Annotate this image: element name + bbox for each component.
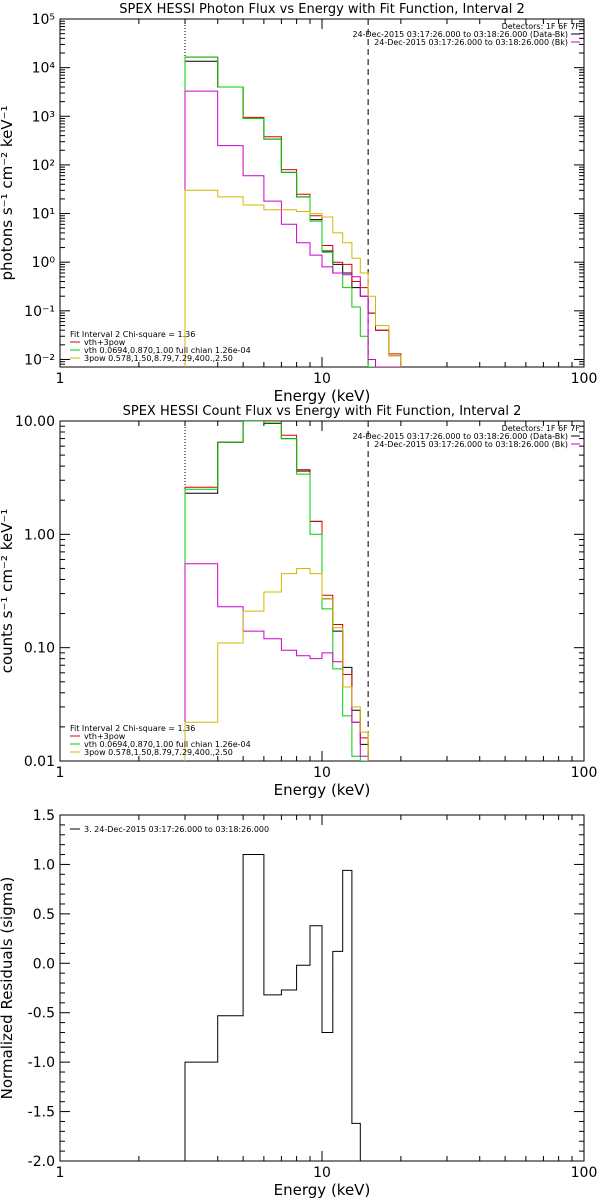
y-tick-label: 10²: [32, 158, 55, 174]
y-tick-label: 1.00: [24, 527, 55, 543]
legend-entry: vth+3pow: [84, 338, 126, 347]
y-tick-label: 1.0: [33, 857, 55, 873]
legend-entry: 24-Dec-2015 03:17:26.000 to 03:18:26.000…: [374, 38, 568, 47]
series-line-1: [184, 421, 369, 761]
series-line-1: [184, 854, 361, 1161]
x-tick-label: 100: [571, 371, 598, 387]
x-axis-label: Energy (keV): [274, 781, 371, 799]
y-tick-label: 10⁰: [32, 255, 56, 271]
x-axis-label: Energy (keV): [274, 387, 371, 405]
series-group: [184, 854, 361, 1161]
x-tick-label: 100: [571, 1165, 598, 1181]
series-line-4: [184, 90, 402, 367]
y-tick-label: 10⁻²: [24, 352, 55, 368]
series-group: [184, 421, 369, 761]
legend-entry: vth+3pow: [84, 732, 126, 741]
chart-title: SPEX HESSI Count Flux vs Energy with Fit…: [123, 404, 522, 419]
y-tick-label: 0.5: [33, 907, 55, 923]
series-line-4: [184, 563, 369, 761]
x-tick-label: 10: [313, 371, 331, 387]
legend-entry: vth 0.0694,0.870,1.00 full chian 1.26e-0…: [84, 740, 251, 749]
legend-entry: 24-Dec-2015 03:17:26.000 to 03:18:26.000…: [352, 30, 568, 39]
x-tick-label: 1: [56, 1165, 65, 1181]
y-tick-label: 10⁴: [32, 61, 56, 77]
y-tick-label: 0.01: [24, 754, 55, 770]
y-tick-label: 10⁻¹: [24, 304, 55, 320]
y-axis-label: Normalized Residuals (sigma): [0, 877, 16, 1100]
legend-entry: Detectors: 1F 6F 7F: [502, 22, 581, 31]
x-axis-label: Energy (keV): [274, 1181, 371, 1199]
legend-entry: 24-Dec-2015 03:17:26.000 to 03:18:26.000…: [352, 432, 568, 441]
series-line-5: [184, 568, 369, 761]
legend-entry: Fit Interval 2 Chi-square = 1.36: [70, 724, 195, 733]
plot-frame: [59, 18, 585, 368]
x-tick-label: 1: [56, 371, 65, 387]
y-tick-label: 0.10: [24, 641, 55, 657]
series-line-5: [184, 189, 402, 367]
legend-entry: Fit Interval 2 Chi-square = 1.36: [70, 330, 195, 339]
x-tick-label: 10: [313, 765, 331, 781]
x-tick-label: 1: [56, 765, 65, 781]
y-tick-label: -2.0: [28, 1154, 55, 1170]
y-tick-label: -1.5: [28, 1105, 55, 1121]
legend-entry: vth 0.0694,0.870,1.00 full chian 1.26e-0…: [84, 346, 251, 355]
y-tick-label: 0.0: [33, 956, 55, 972]
y-tick-label: 10¹: [32, 207, 55, 223]
y-tick-label: 10⁵: [32, 12, 55, 28]
x-tick-label: 100: [571, 765, 598, 781]
y-tick-label: 10.00: [15, 414, 55, 430]
chart-1: SPEX HESSI Photon Flux vs Energy with Fi…: [0, 2, 597, 405]
y-axis-label: counts s⁻¹ cm⁻² keV⁻¹: [0, 509, 16, 674]
legend-entry: 24-Dec-2015 03:17:26.000 to 03:18:26.000…: [374, 440, 568, 449]
y-tick-label: -0.5: [28, 1006, 55, 1022]
series-group: [184, 56, 402, 367]
series-line-2: [184, 56, 402, 367]
chart-2: SPEX HESSI Count Flux vs Energy with Fit…: [0, 404, 597, 799]
y-tick-label: 1.5: [33, 808, 55, 824]
chart-3: 1 10 100 -2.0 -1.5 -1.0 -0.5 0.0 0.5 1.0 1.5 Energy…: [0, 808, 597, 1199]
series-line-3: [184, 421, 369, 761]
chart-title: SPEX HESSI Photon Flux vs Energy with Fi…: [119, 2, 525, 17]
legend-entry: Detectors: 1F 6F 7F: [502, 424, 581, 433]
y-tick-label: -1.0: [28, 1055, 55, 1071]
y-tick-label: 10³: [32, 109, 55, 125]
legend-entry: 3pow 0.578,1.50,8.79,7.29,400.,2.50: [84, 354, 233, 363]
y-axis-label: photons s⁻¹ cm⁻² keV⁻¹: [0, 106, 16, 281]
series-line-2: [184, 421, 369, 761]
legend-entry: 3pow 0.578,1.50,8.79,7.29,400.,2.50: [84, 748, 233, 757]
legend-entry: 3. 24-Dec-2015 03:17:26.000 to 03:18:26.…: [84, 825, 269, 834]
x-tick-label: 10: [313, 1165, 331, 1181]
